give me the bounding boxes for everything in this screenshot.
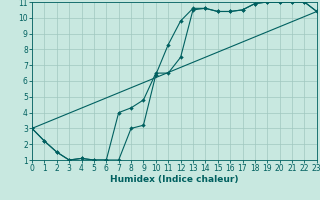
X-axis label: Humidex (Indice chaleur): Humidex (Indice chaleur) [110, 175, 239, 184]
